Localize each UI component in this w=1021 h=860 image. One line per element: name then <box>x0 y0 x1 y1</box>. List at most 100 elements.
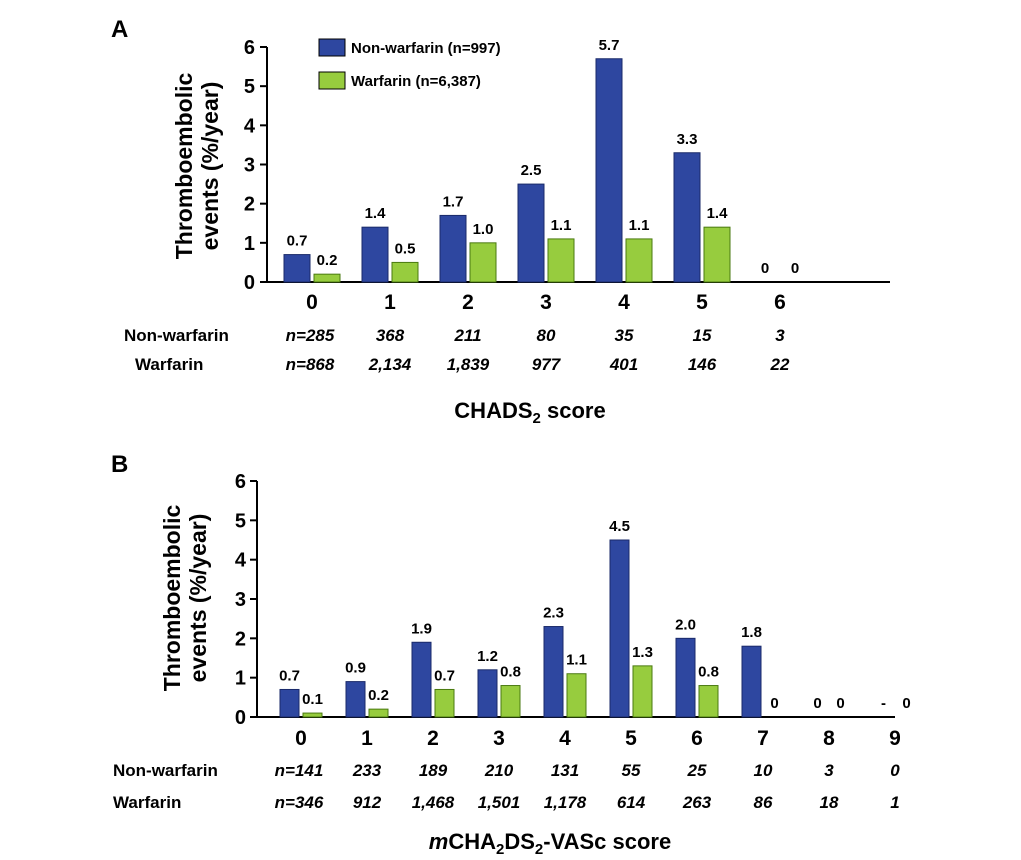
bar-non-warfarin-b <box>609 539 630 718</box>
y-tick-label-b: 6 <box>235 471 246 493</box>
y-tick-label-b: 0 <box>235 707 246 729</box>
data-label-warfarin-a: 1.0 <box>473 221 494 238</box>
y-axis-title-a: Thromboembolic events (%/year) <box>171 73 223 260</box>
n-non-warfarin-a: 35 <box>615 326 634 345</box>
n-warfarin-a: 401 <box>609 355 638 374</box>
bar-warfarin-a <box>547 238 575 283</box>
row-label-non-warfarin-b: Non-warfarin <box>113 761 218 780</box>
n-non-warfarin-a: 3 <box>775 326 785 345</box>
bar-non-warfarin-a <box>595 58 623 283</box>
data-label-non-warfarin-a: 0 <box>761 260 769 277</box>
data-label-warfarin-b: 1.1 <box>566 652 587 669</box>
data-label-warfarin-a: 1.4 <box>707 205 729 222</box>
x-tick-label-a: 3 <box>540 291 552 314</box>
legend-label-non-warfarin: Non-warfarin (n=997) <box>351 40 501 57</box>
n-non-warfarin-a: 15 <box>693 326 712 345</box>
bar-warfarin-b <box>500 685 521 718</box>
n-non-warfarin-b: n=141 <box>275 761 324 780</box>
y-tick-label-a: 1 <box>244 233 255 255</box>
bar-non-warfarin-a <box>517 183 545 283</box>
data-label-non-warfarin-b: 1.8 <box>741 624 762 641</box>
x-tick-label-b: 1 <box>361 727 373 750</box>
bar-non-warfarin-a <box>361 226 389 283</box>
data-label-non-warfarin-a: 2.5 <box>521 162 542 179</box>
n-warfarin-a: 146 <box>688 355 717 374</box>
x-axis-title-a: CHADS2 score <box>454 398 605 427</box>
n-warfarin-b: n=346 <box>275 793 324 812</box>
y-tick-label-a: 0 <box>244 272 255 294</box>
data-label-non-warfarin-a: 1.4 <box>365 205 387 222</box>
n-warfarin-b: 614 <box>617 793 646 812</box>
y-axis-title-b-line2: events (%/year) <box>185 514 211 683</box>
n-non-warfarin-a: 211 <box>453 326 481 345</box>
n-non-warfarin-b: 189 <box>419 761 448 780</box>
y-tick-label-a: 5 <box>244 76 255 98</box>
legend-swatch-non-warfarin <box>318 38 346 57</box>
n-non-warfarin-b: 55 <box>622 761 641 780</box>
x-tick-label-b: 9 <box>889 727 901 750</box>
y-tick-label-b: 1 <box>235 668 246 690</box>
bar-non-warfarin-b <box>477 669 498 718</box>
n-warfarin-a: 22 <box>770 355 790 374</box>
row-label-warfarin-b: Warfarin <box>113 793 181 812</box>
bar-non-warfarin-b <box>675 637 696 718</box>
data-label-warfarin-b: 0.1 <box>302 691 323 708</box>
legend: Non-warfarin (n=997) Warfarin (n=6,387) <box>318 38 501 90</box>
x-tick-label-b: 0 <box>295 727 307 750</box>
data-label-warfarin-a: 0.2 <box>317 252 338 269</box>
n-warfarin-b: 86 <box>754 793 773 812</box>
n-warfarin-b: 1,468 <box>412 793 455 812</box>
n-non-warfarin-b: 0 <box>890 761 900 780</box>
bar-warfarin-b <box>368 708 389 718</box>
legend-label-warfarin: Warfarin (n=6,387) <box>351 73 481 90</box>
data-label-warfarin-b: 0.7 <box>434 667 455 684</box>
plot-area-a: 012345600.70.2n=285n=86811.40.53682,1342… <box>244 37 890 374</box>
bar-non-warfarin-b <box>411 641 432 718</box>
bar-non-warfarin-a <box>439 214 467 283</box>
legend-swatch-warfarin <box>318 71 346 90</box>
y-tick-label-b: 5 <box>235 510 246 532</box>
data-label-non-warfarin-a: 0.7 <box>287 233 308 250</box>
data-label-warfarin-b: 1.3 <box>632 644 653 661</box>
bar-non-warfarin-a <box>283 254 311 283</box>
n-warfarin-a: n=868 <box>286 355 335 374</box>
n-warfarin-b: 1 <box>890 793 899 812</box>
data-label-warfarin-b: 0.8 <box>500 664 521 681</box>
data-label-non-warfarin-b: 4.5 <box>609 518 630 535</box>
y-tick-label-b: 4 <box>235 550 247 572</box>
y-tick-label-b: 2 <box>235 628 246 650</box>
n-non-warfarin-b: 210 <box>484 761 514 780</box>
bar-non-warfarin-b <box>543 626 564 718</box>
bar-warfarin-b <box>632 665 653 718</box>
x-tick-label-b: 5 <box>625 727 637 750</box>
data-label-non-warfarin-b: 2.0 <box>675 616 696 633</box>
x-tick-label-a: 2 <box>462 291 474 314</box>
y-axis-title-a-line2: events (%/year) <box>197 82 223 251</box>
row-label-non-warfarin-a: Non-warfarin <box>124 326 229 345</box>
x-tick-label-a: 0 <box>306 291 318 314</box>
bar-warfarin-b <box>698 685 719 718</box>
y-tick-label-a: 4 <box>244 115 256 137</box>
y-axis-title-b: Thromboembolic events (%/year) <box>159 505 211 692</box>
bar-non-warfarin-b <box>279 688 300 718</box>
n-non-warfarin-b: 25 <box>687 761 707 780</box>
bar-warfarin-a <box>313 273 341 283</box>
y-tick-label-b: 3 <box>235 589 246 611</box>
data-label-non-warfarin-a: 3.3 <box>677 131 698 148</box>
data-label-warfarin-a: 1.1 <box>629 217 650 234</box>
x-tick-label-a: 6 <box>774 291 786 314</box>
n-warfarin-b: 18 <box>820 793 839 812</box>
data-label-non-warfarin-b: - <box>881 695 886 712</box>
x-tick-label-b: 2 <box>427 727 439 750</box>
n-warfarin-a: 1,839 <box>447 355 490 374</box>
data-label-non-warfarin-b: 2.3 <box>543 605 564 622</box>
x-tick-label-b: 4 <box>559 727 571 750</box>
data-label-warfarin-b: 0 <box>836 695 844 712</box>
data-label-non-warfarin-a: 5.7 <box>599 37 620 54</box>
data-label-warfarin-a: 1.1 <box>551 217 572 234</box>
y-tick-label-a: 3 <box>244 155 255 177</box>
x-tick-label-b: 6 <box>691 727 703 750</box>
x-tick-label-a: 5 <box>696 291 708 314</box>
x-tick-label-a: 4 <box>618 291 630 314</box>
